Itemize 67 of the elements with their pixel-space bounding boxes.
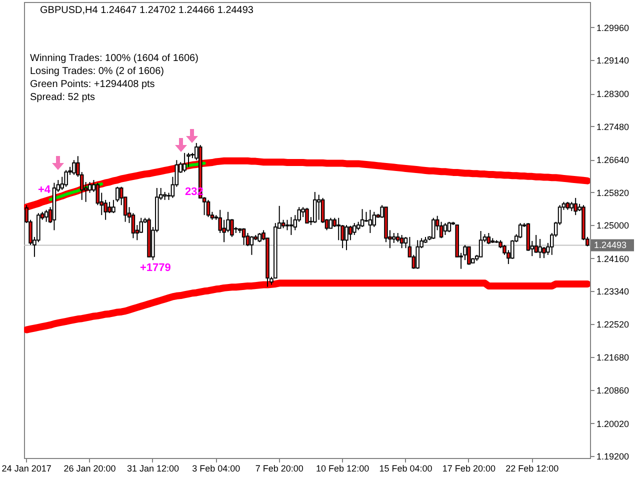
- candlestick: [206, 199, 210, 218]
- candlestick: [305, 207, 309, 224]
- y-tick-label: 1.19200: [596, 452, 630, 462]
- candlestick: [289, 216, 294, 236]
- candlestick: [538, 238, 542, 259]
- y-tick-label: 1.28300: [596, 89, 630, 100]
- x-tick-label: 31 Jan 12:00: [126, 464, 179, 474]
- candlestick: [285, 219, 290, 231]
- candlestick: [64, 170, 68, 188]
- candlestick: [72, 160, 76, 176]
- y-tick-label: 1.20020: [596, 418, 630, 429]
- candlestick: [478, 230, 483, 258]
- candlestick: [574, 197, 578, 216]
- candlestick: [486, 232, 491, 245]
- y-tick-label: 1.24160: [596, 254, 630, 264]
- candlestick: [242, 228, 246, 246]
- x-tick-label: 24 Jan 2017: [2, 464, 52, 474]
- annotation: Spread: 52 pts: [30, 92, 96, 103]
- ref-line-label: 1.24493: [594, 240, 627, 250]
- y-tick-label: 1.27480: [596, 122, 630, 132]
- annotation: Losing Trades: 0% (2 of 1606): [30, 66, 164, 77]
- y-tick-label: 1.29140: [596, 56, 630, 66]
- y-tick-label: 1.21680: [596, 352, 630, 363]
- candlestick: [44, 209, 48, 222]
- candlestick: [348, 225, 352, 241]
- x-tick-label: 26 Jan 20:00: [64, 464, 116, 474]
- candlestick: [400, 234, 404, 249]
- x-tick-label: 22 Feb 12:00: [506, 464, 559, 474]
- candlestick: [416, 240, 420, 270]
- candlestick: [432, 217, 436, 240]
- candlestick: [518, 222, 522, 239]
- annotation: +4: [38, 184, 52, 196]
- candlestick: [396, 232, 400, 243]
- candlestick: [404, 236, 408, 249]
- candlestick: [570, 201, 574, 212]
- chart-title: GBPUSD,H4 1.24647 1.24702 1.24466 1.24493: [40, 5, 254, 16]
- candlestick: [108, 201, 112, 214]
- y-tick-label: 1.25820: [596, 188, 630, 198]
- candlestick: [258, 232, 262, 243]
- candlestick: [443, 222, 448, 236]
- y-tick-label: 1.25000: [596, 220, 630, 231]
- candlestick: [372, 211, 376, 228]
- candlestick: [368, 209, 372, 234]
- annotation: Green Points: +1294408 pts: [30, 79, 155, 90]
- x-tick-label: 15 Feb 04:00: [379, 464, 432, 474]
- x-tick-label: 7 Feb 20:00: [255, 464, 304, 474]
- x-tick-label: 17 Feb 20:00: [442, 464, 496, 474]
- y-tick-label: 1.26640: [596, 155, 630, 166]
- candlestick: [447, 221, 452, 233]
- y-tick-label: 1.22520: [596, 319, 630, 330]
- y-tick-label: 1.20860: [596, 385, 630, 396]
- candlestick: [328, 217, 333, 229]
- x-tick-label: 3 Feb 04:00: [192, 464, 240, 474]
- candlestick: [250, 236, 254, 256]
- candlestick: [467, 246, 471, 266]
- candlestick: [360, 208, 364, 228]
- annotation: Winning Trades: 100% (1604 of 1606): [30, 53, 198, 64]
- candlestick: [182, 152, 186, 173]
- y-tick-label: 1.23340: [596, 286, 630, 297]
- candlestick: [364, 211, 368, 222]
- candlestick: [392, 232, 396, 244]
- candlestick: [344, 224, 348, 251]
- candlestick: [313, 191, 317, 224]
- candlestick: [316, 194, 321, 220]
- y-tick-label: 1.29960: [596, 22, 630, 33]
- x-tick-label: 10 Feb 12:00: [316, 464, 370, 474]
- annotation: +1779: [140, 262, 171, 274]
